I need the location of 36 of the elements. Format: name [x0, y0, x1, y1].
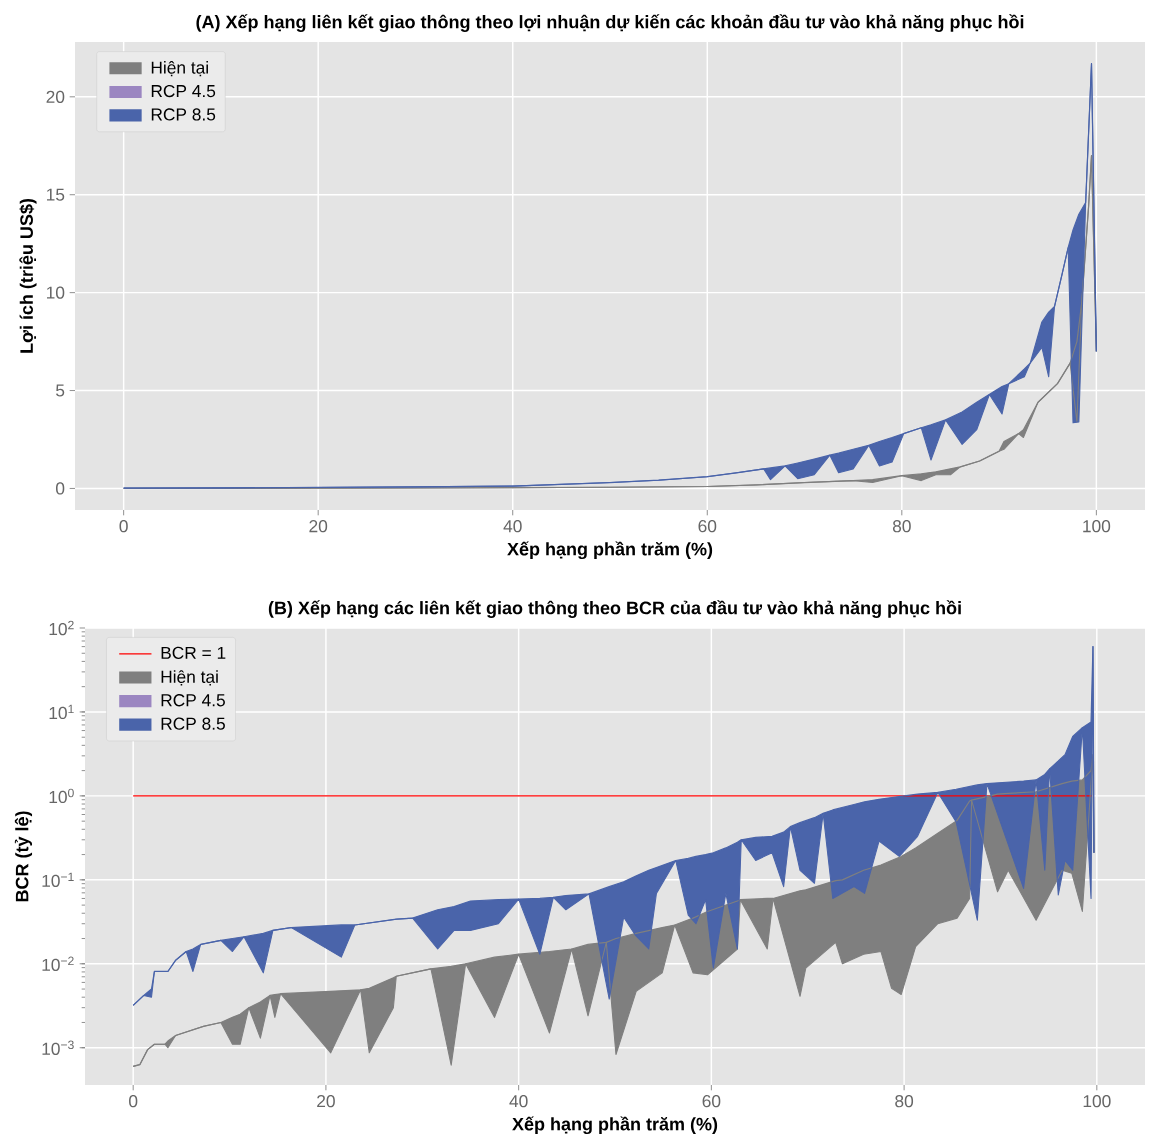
- y-tick-label: 5: [56, 384, 65, 397]
- x-tick-label: 80: [892, 520, 911, 533]
- y-axis-title: BCR (tỷ lệ): [14, 811, 33, 902]
- y-tick-label: 0: [55, 482, 65, 495]
- x-tick-label: 60: [698, 520, 717, 533]
- chart-title: (B) Xếp hạng các liên kết giao thông theo BCR của đầu tư vào khả năng phục hồi: [268, 600, 961, 618]
- x-tick-label: 0: [129, 1095, 138, 1108]
- y-tick-label: 15: [47, 188, 65, 201]
- y-axis-title: Lợi ích (triệu US$): [19, 198, 37, 353]
- y-tick-label: 10$^{−3}$: [42, 1040, 74, 1055]
- x-tick-label: 20: [317, 1095, 335, 1108]
- x-axis-title: Xếp hạng phần trăm (%): [512, 1116, 718, 1135]
- legend-label: RCP 4.5: [161, 694, 225, 707]
- legend-label: Hiện tại: [161, 670, 218, 686]
- y-tick-label: 10: [47, 286, 65, 299]
- x-tick-label: 80: [895, 1095, 914, 1108]
- x-axis-title: Xếp hạng phần trăm (%): [507, 541, 713, 560]
- x-tick-label: 20: [309, 520, 328, 533]
- y-tick-label: 20: [46, 90, 65, 103]
- legend-label: RCP 4.5: [151, 84, 216, 98]
- y-tick-label: 10$^{1}$: [49, 704, 74, 720]
- y-tick-label: 10$^{−1}$: [42, 872, 74, 887]
- y-tick-label: 10$^{2}$: [49, 620, 74, 636]
- y-tick-label: 10$^{0}$: [49, 788, 74, 804]
- legend-label: BCR = 1: [161, 646, 226, 659]
- chart-title: (A) Xếp hạng liên kết giao thông theo lợi nhuận dự kiến các khoản đầu tư vào khả năng phục hồi: [196, 14, 1024, 32]
- legend-label: RCP 8.5: [151, 108, 216, 121]
- x-tick-label: 40: [509, 1095, 528, 1108]
- y-tick-label: 10$^{−2}$: [42, 956, 74, 972]
- x-tick-label: 60: [702, 1095, 721, 1108]
- x-tick-label: 100: [1083, 520, 1111, 533]
- legend-label: RCP 8.5: [161, 717, 225, 730]
- x-tick-label: 40: [503, 520, 522, 533]
- legend-label: Hiện tại: [151, 60, 208, 77]
- x-tick-label: 100: [1083, 1095, 1111, 1108]
- x-tick-label: 0: [119, 520, 128, 533]
